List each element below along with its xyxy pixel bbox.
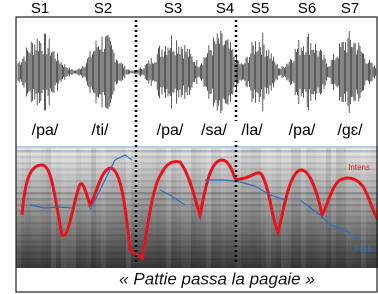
segment-label: S1 [31,0,49,17]
spectrogram-column [86,148,91,268]
spectrogram-column [81,148,86,268]
spectrogram-column [186,148,191,268]
spectrogram-column [176,148,181,268]
spectrogram-column [26,148,31,268]
spectrogram-column [286,148,291,268]
spectrogram-column [331,148,336,268]
figure: Intens Pitch « Pattie passa la pagaie » … [0,0,378,294]
spectrogram-column [311,148,316,268]
spectrogram-column [251,148,256,268]
spectrogram-column [116,148,121,268]
segment-label: S5 [251,0,269,17]
spectrogram-column [296,148,301,268]
spectrogram-column [241,148,246,268]
syllable-label: /la/ [241,122,263,139]
spectrogram-column [96,148,101,268]
spectrogram-column [336,148,341,268]
syllable-label: /ti/ [92,122,109,139]
segment-label: S4 [216,0,234,17]
caption: « Pattie passa la pagaie » [119,269,315,288]
segment-label: S6 [298,0,316,17]
spectrogram-column [171,148,176,268]
spectrogram-column [301,148,306,268]
syllable-label: /sa/ [201,122,227,139]
spectrogram-column [341,148,346,268]
spectrogram-column [191,148,196,268]
spectrogram-column [291,148,296,268]
intensity-label: Intens [348,163,370,172]
spectrogram-column [156,148,161,268]
spectrogram-column [16,148,21,268]
spectrogram-column [76,148,81,268]
spectrogram-column [261,148,266,268]
syllable-label: /pa/ [289,122,316,139]
pitch-label: Pitch [354,245,372,254]
spectrogram-column [216,148,221,268]
spectrogram-column [246,148,251,268]
syllable-label: /pa/ [32,122,59,139]
spectrogram-column [106,148,111,268]
spectrogram-column [206,148,211,268]
segment-label: S2 [94,0,112,17]
spectrogram-column [276,148,281,268]
spectrogram-column [91,148,96,268]
spectrogram-column [221,148,226,268]
syllable-label: /pa/ [157,122,184,139]
spectrogram-column [256,148,261,268]
segment-label: S3 [164,0,182,17]
spectrogram-column [101,148,106,268]
syllable-label: /gɛ/ [337,122,363,139]
segment-label: S7 [341,0,359,17]
